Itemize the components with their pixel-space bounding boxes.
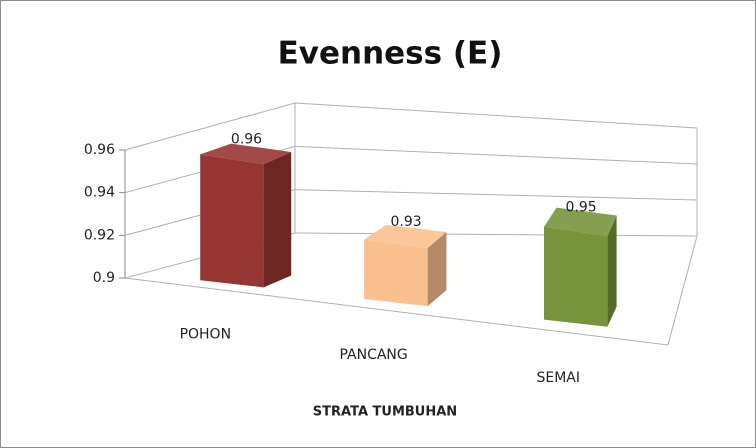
y-tick-label: 0.9: [93, 270, 115, 286]
data-label: 0.96: [231, 132, 262, 148]
data-label: 0.95: [566, 199, 597, 215]
y-tick-label: 0.96: [84, 142, 115, 158]
floor-edge: [124, 277, 669, 346]
bar-top: [364, 224, 447, 249]
y-tick-label: 0.94: [84, 185, 115, 201]
grid-line: [294, 189, 698, 201]
grid-line: [294, 145, 698, 165]
bar-top: [544, 207, 617, 237]
x-tick-label: PANCANG: [339, 347, 407, 363]
floor-edge: [667, 235, 698, 346]
y-tick-label: 0.92: [84, 227, 115, 243]
x-tick-label: POHON: [180, 326, 231, 342]
x-tick-label: SEMAI: [536, 370, 580, 386]
bar: [544, 226, 608, 327]
grid-line: [294, 232, 698, 237]
chart-title: Evenness (E): [278, 36, 503, 72]
bar-side: [263, 152, 292, 288]
data-label: 0.93: [391, 214, 422, 230]
side-grid-line: [124, 102, 296, 151]
bar: [200, 154, 264, 288]
bar-side: [427, 232, 447, 307]
bar-top: [200, 143, 292, 165]
grid-line: [294, 102, 698, 129]
x-axis-title: STRATA TUMBUHAN: [313, 405, 457, 420]
bar: [364, 239, 428, 307]
bar-side: [607, 215, 617, 327]
